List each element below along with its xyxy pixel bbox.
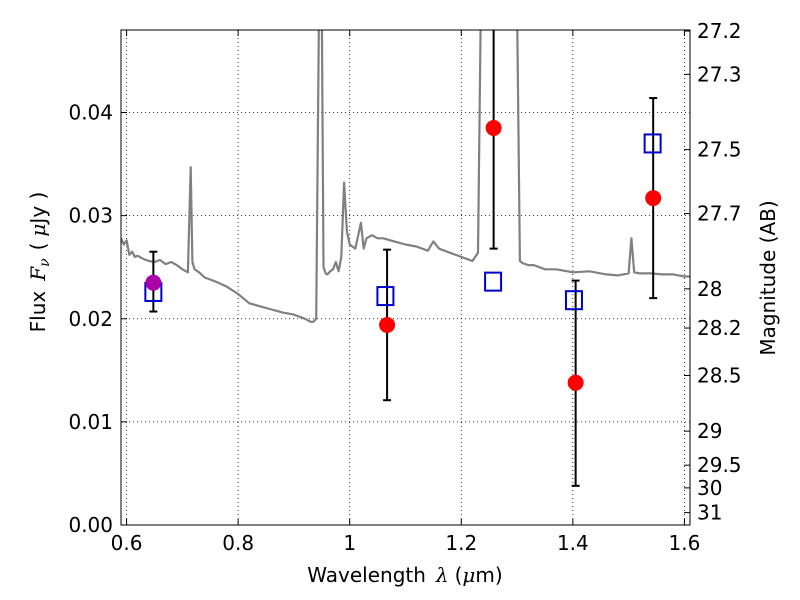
secondary-y-tick-label: 27.5 (697, 138, 742, 162)
x-tick-label: 1.4 (557, 531, 589, 555)
model-flux-square-marker (643, 133, 662, 154)
y-tick-label: 0.04 (68, 101, 113, 125)
secondary-y-axis-label: Magnitude (AB) (756, 200, 780, 355)
model-flux-square-marker (376, 286, 395, 307)
y-tick-label: 0.02 (68, 307, 113, 331)
x-axis-label: Wavelength λ (μm) (307, 563, 502, 587)
x-tick-label: 1.6 (669, 531, 701, 555)
secondary-y-tick-label: 27.2 (697, 19, 742, 43)
observed-flux-point (485, 119, 502, 136)
x-tick-label: 1 (343, 531, 356, 555)
x-axis: 0.6 0.8 1 1.2 1.4 1.6 (111, 30, 701, 555)
secondary-y-tick-label: 27.7 (697, 202, 742, 226)
y-tick-label: 0.01 (68, 410, 113, 434)
model-flux-square-marker (564, 290, 583, 311)
x-tick-label: 0.8 (222, 531, 254, 555)
observed-flux-point (645, 190, 662, 207)
observed-flux-point (145, 274, 162, 291)
observed-flux-point (567, 374, 584, 391)
model-flux-square-marker (484, 271, 503, 292)
secondary-y-tick-label: 29.5 (697, 453, 742, 477)
secondary-y-tick-label: 29 (697, 419, 722, 443)
secondary-y-tick-label: 27.3 (697, 62, 742, 86)
secondary-y-tick-label: 30 (697, 476, 722, 500)
secondary-y-tick-label: 28.5 (697, 363, 742, 387)
observed-flux-point (379, 316, 396, 333)
secondary-y-tick-label: 28 (697, 277, 722, 301)
x-tick-label: 1.2 (445, 531, 477, 555)
y-tick-label: 0.03 (68, 204, 113, 228)
y-axis: 0.00 0.01 0.02 0.03 0.04 (68, 101, 127, 537)
secondary-y-tick-label: 28.2 (697, 316, 742, 340)
plot-frame (120, 29, 691, 526)
y-tick-label: 0.00 (68, 513, 113, 537)
secondary-y-tick-label: 31 (697, 501, 722, 525)
sed-model-line (121, 30, 690, 323)
x-tick-label: 0.6 (111, 531, 143, 555)
plot-content (121, 30, 690, 487)
y-axis-label: FluxFν(μJy ) (26, 192, 53, 333)
grid-lines (121, 30, 690, 525)
